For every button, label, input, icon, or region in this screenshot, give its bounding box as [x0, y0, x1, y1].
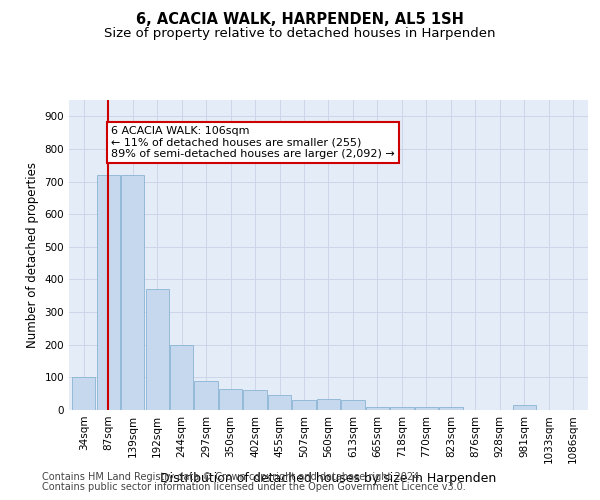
Bar [97, 175, 120, 410]
Bar [146, 290, 169, 410]
Text: Contains public sector information licensed under the Open Government Licence v3: Contains public sector information licen… [42, 482, 466, 492]
Text: 6, ACACIA WALK, HARPENDEN, AL5 1SH: 6, ACACIA WALK, HARPENDEN, AL5 1SH [136, 12, 464, 28]
Bar [121, 175, 144, 410]
Bar [513, 405, 536, 410]
Bar [366, 406, 389, 410]
Bar [72, 378, 95, 410]
Bar [317, 398, 340, 410]
Bar [292, 400, 316, 410]
Bar [391, 406, 413, 410]
Bar [415, 406, 438, 410]
Y-axis label: Number of detached properties: Number of detached properties [26, 162, 39, 348]
X-axis label: Distribution of detached houses by size in Harpenden: Distribution of detached houses by size … [160, 472, 497, 485]
Bar [439, 406, 463, 410]
Bar [244, 390, 266, 410]
Text: Contains HM Land Registry data © Crown copyright and database right 2024.: Contains HM Land Registry data © Crown c… [42, 472, 422, 482]
Bar [341, 400, 365, 410]
Bar [219, 389, 242, 410]
Bar [170, 344, 193, 410]
Bar [194, 380, 218, 410]
Bar [268, 396, 291, 410]
Text: Size of property relative to detached houses in Harpenden: Size of property relative to detached ho… [104, 28, 496, 40]
Text: 6 ACACIA WALK: 106sqm
← 11% of detached houses are smaller (255)
89% of semi-det: 6 ACACIA WALK: 106sqm ← 11% of detached … [111, 126, 395, 160]
